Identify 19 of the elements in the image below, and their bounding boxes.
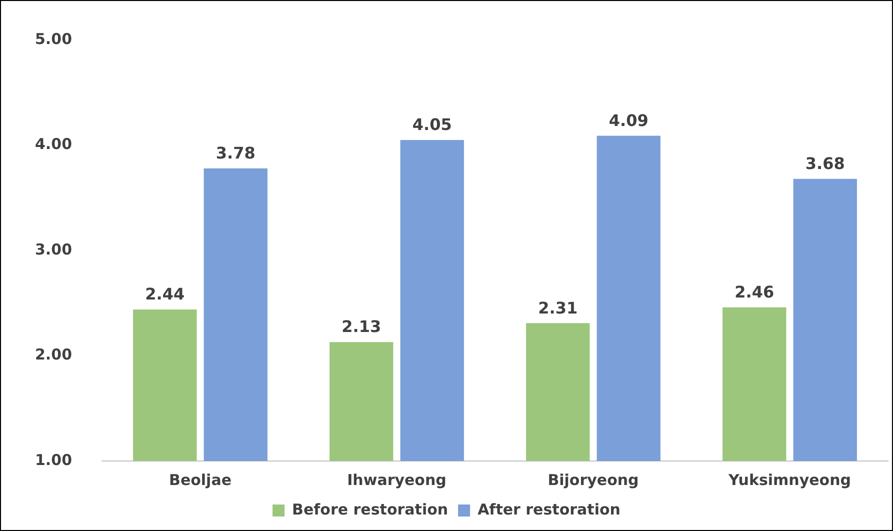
data-label: 3.78 bbox=[216, 144, 256, 163]
x-tick-label: Bijoryeong bbox=[548, 470, 639, 489]
legend-label: After restoration bbox=[478, 500, 620, 518]
data-label: 2.13 bbox=[342, 317, 382, 336]
y-tick-label: 5.00 bbox=[34, 30, 72, 48]
y-tick-label: 2.00 bbox=[34, 346, 72, 364]
y-tick-label: 4.00 bbox=[34, 135, 72, 154]
data-label: 4.09 bbox=[608, 110, 648, 130]
data-label: 2.44 bbox=[145, 284, 185, 304]
data-label: 2.46 bbox=[734, 282, 774, 302]
x-tick-label: Yuksimnyeong bbox=[728, 470, 851, 489]
x-tick-label: Beoljae bbox=[169, 470, 232, 489]
y-tick-label: 1.00 bbox=[34, 450, 72, 469]
data-label: 2.31 bbox=[538, 298, 578, 318]
x-tick-label: Ihwaryeong bbox=[347, 470, 446, 489]
data-label: 3.68 bbox=[805, 154, 845, 174]
data-label: 4.05 bbox=[412, 115, 452, 134]
legend-label: Before restoration bbox=[292, 500, 448, 518]
y-tick-label: 3.00 bbox=[34, 240, 72, 258]
